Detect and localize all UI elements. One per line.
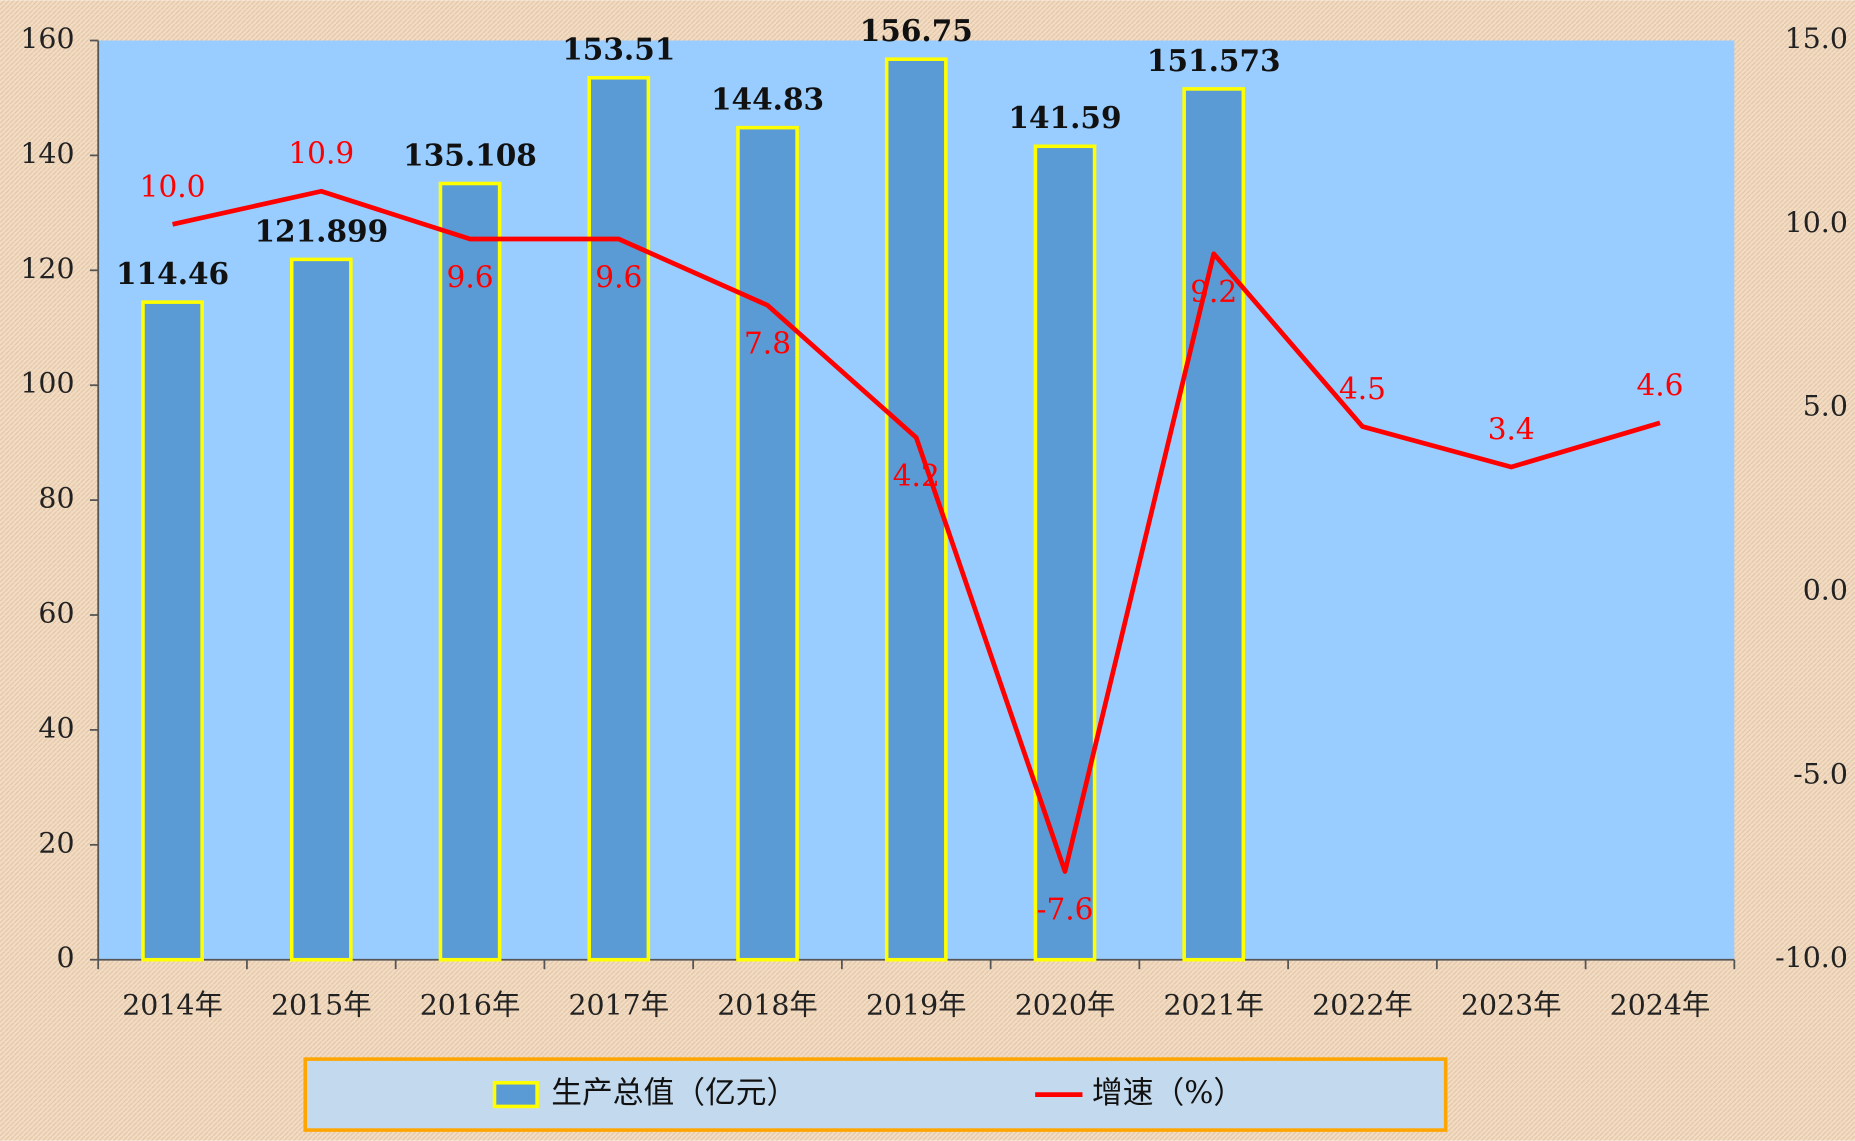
bar-value-label: 156.75: [860, 13, 973, 48]
line-value-label: 10.0: [140, 170, 206, 204]
line-value-label: -7.6: [1036, 893, 1093, 927]
bar: [1033, 144, 1097, 962]
bar: [438, 181, 502, 962]
x-tick-label: 2021年: [1163, 989, 1264, 1022]
bar: [587, 76, 651, 962]
y-tick-label: 20: [38, 826, 74, 859]
line-value-label: 3.4: [1488, 413, 1535, 447]
y-tick-label: 100: [20, 367, 74, 400]
x-tick-label: 2022年: [1312, 989, 1413, 1022]
bar-value-label: 135.108: [403, 137, 537, 172]
line-value-label: 10.9: [288, 137, 354, 171]
y-tick-label: 80: [38, 482, 74, 515]
bar: [884, 57, 948, 962]
x-tick-label: 2024年: [1610, 989, 1711, 1022]
line: [172, 188, 1661, 874]
line-value-label: 9.6: [595, 260, 642, 294]
y2-tick-label: 15.0: [1785, 22, 1848, 55]
y-tick-label: 40: [38, 711, 74, 744]
bar-value-label: 151.573: [1147, 43, 1281, 78]
bar: [736, 125, 799, 962]
line-value-label: 4.2: [893, 459, 940, 493]
y2-tick-label: 5.0: [1803, 390, 1848, 423]
legend-box: [303, 1057, 1448, 1132]
legend-swatch: [492, 1080, 539, 1109]
y-tick-label: 60: [38, 597, 74, 630]
bar-value-label: 141.59: [1008, 100, 1121, 135]
legend-label: 生产总值（亿元）: [551, 1075, 797, 1111]
x-tick-label: 2023年: [1461, 989, 1562, 1022]
line-value-label: 9.2: [1190, 275, 1237, 309]
x-tick-label: 2019年: [866, 989, 967, 1022]
line-value-label: 9.6: [447, 260, 494, 294]
bar-value-label: 153.51: [562, 32, 675, 67]
bar-value-label: 144.83: [711, 82, 824, 117]
x-tick-label: 2017年: [568, 989, 669, 1022]
x-tick-label: 2014年: [122, 989, 223, 1022]
bar: [1182, 87, 1246, 962]
x-tick-label: 2016年: [420, 989, 521, 1022]
y-tick-label: 160: [20, 22, 74, 55]
x-tick-label: 2018年: [717, 989, 818, 1022]
line-value-label: 4.6: [1636, 368, 1683, 402]
y-tick-label: 120: [20, 252, 74, 285]
bar-value-label: 121.899: [254, 213, 388, 248]
line-value-label: 7.8: [744, 326, 791, 360]
line-value-label: 4.5: [1339, 372, 1386, 406]
x-tick-label: 2015年: [271, 989, 372, 1022]
y-tick-label: 140: [20, 137, 74, 170]
y2-tick-label: -5.0: [1793, 757, 1848, 790]
y2-tick-label: -10.0: [1775, 941, 1848, 974]
y-tick-label: 0: [56, 941, 74, 974]
y2-tick-label: 0.0: [1803, 574, 1848, 607]
bar-value-label: 114.46: [116, 256, 229, 291]
legend-label: 增速（%）: [1092, 1075, 1244, 1111]
x-tick-label: 2020年: [1015, 989, 1116, 1022]
y2-tick-label: 10.0: [1785, 206, 1848, 239]
bar: [141, 300, 204, 962]
bar: [289, 257, 353, 962]
